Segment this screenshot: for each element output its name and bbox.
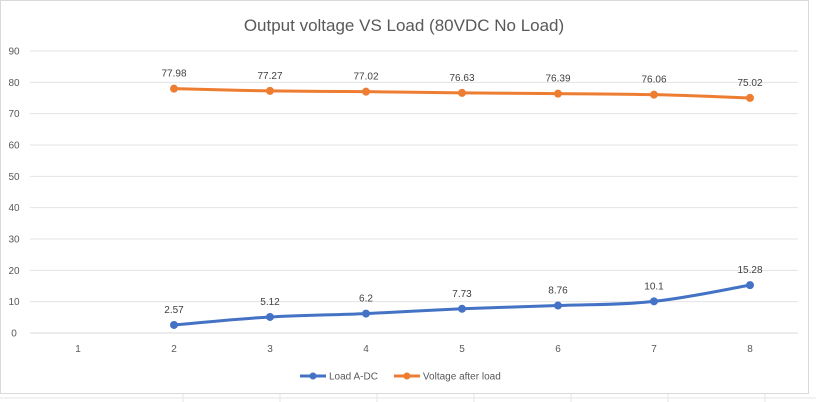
data-point <box>266 86 274 95</box>
legend-label: Load A-DC <box>329 372 378 383</box>
data-label: 76.63 <box>449 73 474 84</box>
series-1: 77.98 77.27 77.02 76.63 76.39 76.06 75.02 <box>161 69 763 102</box>
data-point <box>362 309 370 318</box>
data-point <box>170 84 178 93</box>
x-tick-label: 1 <box>75 344 81 355</box>
y-tick-label: 40 <box>8 203 20 214</box>
legend-marker <box>403 372 411 380</box>
data-label: 77.27 <box>257 71 282 82</box>
legend-marker <box>309 372 317 380</box>
legend-item: Voltage after load <box>393 372 501 383</box>
data-point <box>554 89 562 98</box>
spreadsheet-grid <box>0 394 816 402</box>
data-label: 7.73 <box>452 289 472 300</box>
data-label: 6.2 <box>359 294 373 305</box>
data-point <box>458 304 466 313</box>
chart-border <box>0 0 809 394</box>
x-tick-label: 4 <box>363 344 369 355</box>
y-tick-label: 0 <box>11 329 17 340</box>
data-point <box>650 297 658 306</box>
data-label: 77.98 <box>161 69 186 80</box>
y-tick-label: 10 <box>8 297 20 308</box>
data-label: 76.39 <box>545 74 570 85</box>
x-tick-label: 7 <box>651 344 657 355</box>
data-point <box>746 93 754 102</box>
legend-item: Load A-DC <box>300 372 378 383</box>
data-point <box>554 301 562 310</box>
data-label: 5.12 <box>260 297 280 308</box>
x-tick-label: 5 <box>459 344 465 355</box>
y-tick-label: 90 <box>8 47 20 58</box>
series-0: 2.57 5.12 6.2 7.73 8.76 10.1 15.28 <box>164 265 763 329</box>
data-label: 10.1 <box>644 281 664 292</box>
data-label: 75.02 <box>737 78 762 89</box>
data-point <box>650 90 658 99</box>
x-tick-label: 3 <box>267 344 273 355</box>
chart-title: Output voltage VS Load (80VDC No Load) <box>244 16 564 35</box>
data-label: 77.02 <box>353 72 378 83</box>
y-tick-label: 70 <box>8 109 20 120</box>
x-tick-label: 2 <box>171 344 177 355</box>
data-point <box>362 87 370 96</box>
y-tick-label: 80 <box>8 78 20 89</box>
data-label: 15.28 <box>737 265 762 276</box>
data-point <box>170 320 178 329</box>
legend: Load A-DC Voltage after load <box>300 372 501 383</box>
data-label: 2.57 <box>164 305 184 316</box>
y-axis: 0 10 20 30 40 50 60 70 80 90 <box>8 47 20 340</box>
y-tick-label: 60 <box>8 141 20 152</box>
gridlines <box>30 50 798 334</box>
data-label: 76.06 <box>641 75 666 86</box>
data-label: 8.76 <box>548 286 568 297</box>
data-point <box>458 88 466 97</box>
y-tick-label: 50 <box>8 172 20 183</box>
y-tick-label: 20 <box>8 266 20 277</box>
x-axis: 1 2 3 4 5 6 7 8 <box>75 344 753 355</box>
x-tick-label: 8 <box>747 344 753 355</box>
y-tick-label: 30 <box>8 235 20 246</box>
legend-label: Voltage after load <box>423 372 501 383</box>
data-point <box>266 312 274 321</box>
data-point <box>746 281 754 290</box>
x-tick-label: 6 <box>555 344 561 355</box>
